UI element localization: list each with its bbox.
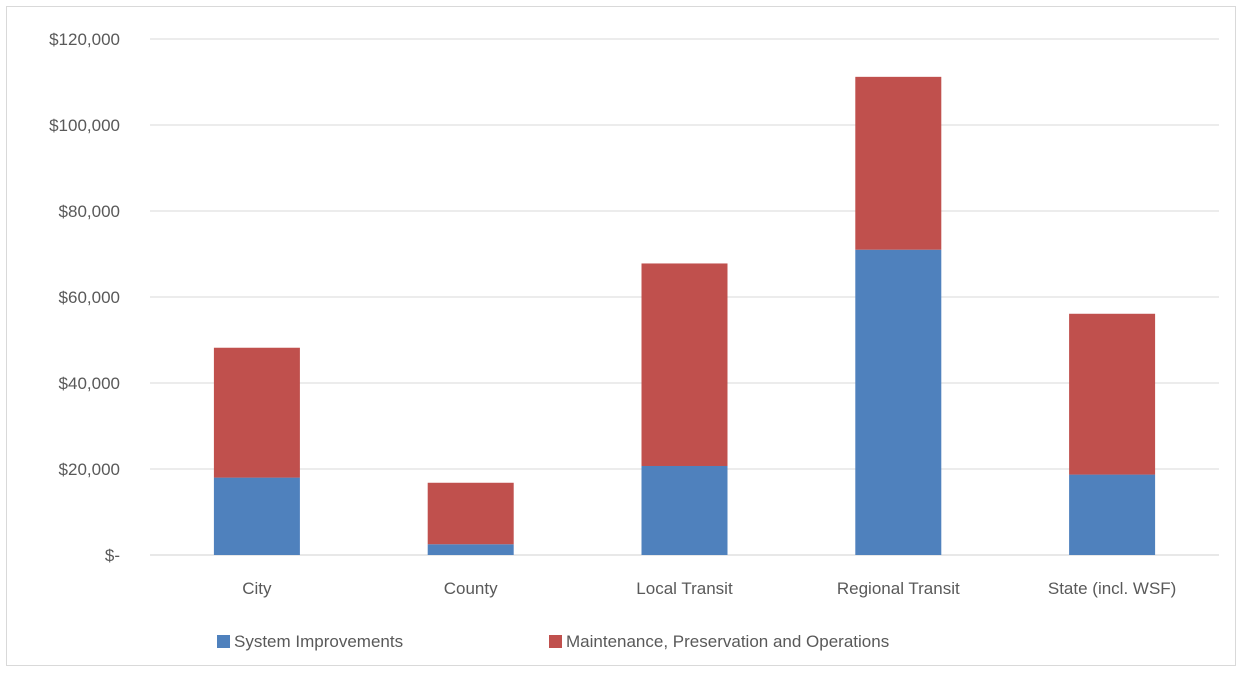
bar-segment-maintenance-preservation-operations <box>855 76 942 250</box>
legend-swatch <box>549 635 562 648</box>
bar-segment-maintenance-preservation-operations <box>1069 313 1156 475</box>
y-axis-tick-labels: $- $20,000 $40,000 $60,000 $80,000 $100,000 $1… <box>49 30 120 565</box>
x-axis-category-labels: City County Local Transit Regional Transit S… <box>242 579 1176 598</box>
y-tick-label: $100,000 <box>49 116 120 135</box>
bar-segment-system-improvements <box>1069 474 1156 555</box>
bar-segment-maintenance-preservation-operations <box>427 482 514 545</box>
x-category-label: Local Transit <box>636 579 733 598</box>
y-tick-label: $20,000 <box>59 460 120 479</box>
legend: System Improvements Maintenance, Preserva… <box>217 632 889 651</box>
y-tick-label: $- <box>105 546 120 565</box>
bar-segment-system-improvements <box>213 477 300 555</box>
x-category-label: County <box>444 579 498 598</box>
x-category-label: State (incl. WSF) <box>1048 579 1176 598</box>
bars <box>213 76 1156 555</box>
bar-segment-maintenance-preservation-operations <box>641 263 728 466</box>
legend-swatch <box>217 635 230 648</box>
stacked-bar-chart: $- $20,000 $40,000 $60,000 $80,000 $100,000 $1… <box>49 30 1219 651</box>
legend-item-system-improvements: System Improvements <box>234 632 403 651</box>
bar-segment-system-improvements <box>641 465 728 555</box>
y-tick-label: $40,000 <box>59 374 120 393</box>
x-category-label: City <box>242 579 272 598</box>
chart-container: $- $20,000 $40,000 $60,000 $80,000 $100,000 $1… <box>6 6 1236 666</box>
legend-item-maintenance-preservation-operations: Maintenance, Preservation and Operations <box>566 632 889 651</box>
x-category-label: Regional Transit <box>837 579 960 598</box>
y-tick-label: $80,000 <box>59 202 120 221</box>
bar-segment-system-improvements <box>855 249 942 555</box>
y-tick-label: $60,000 <box>59 288 120 307</box>
bar-segment-system-improvements <box>427 544 514 555</box>
y-tick-label: $120,000 <box>49 30 120 49</box>
bar-segment-maintenance-preservation-operations <box>213 347 300 478</box>
